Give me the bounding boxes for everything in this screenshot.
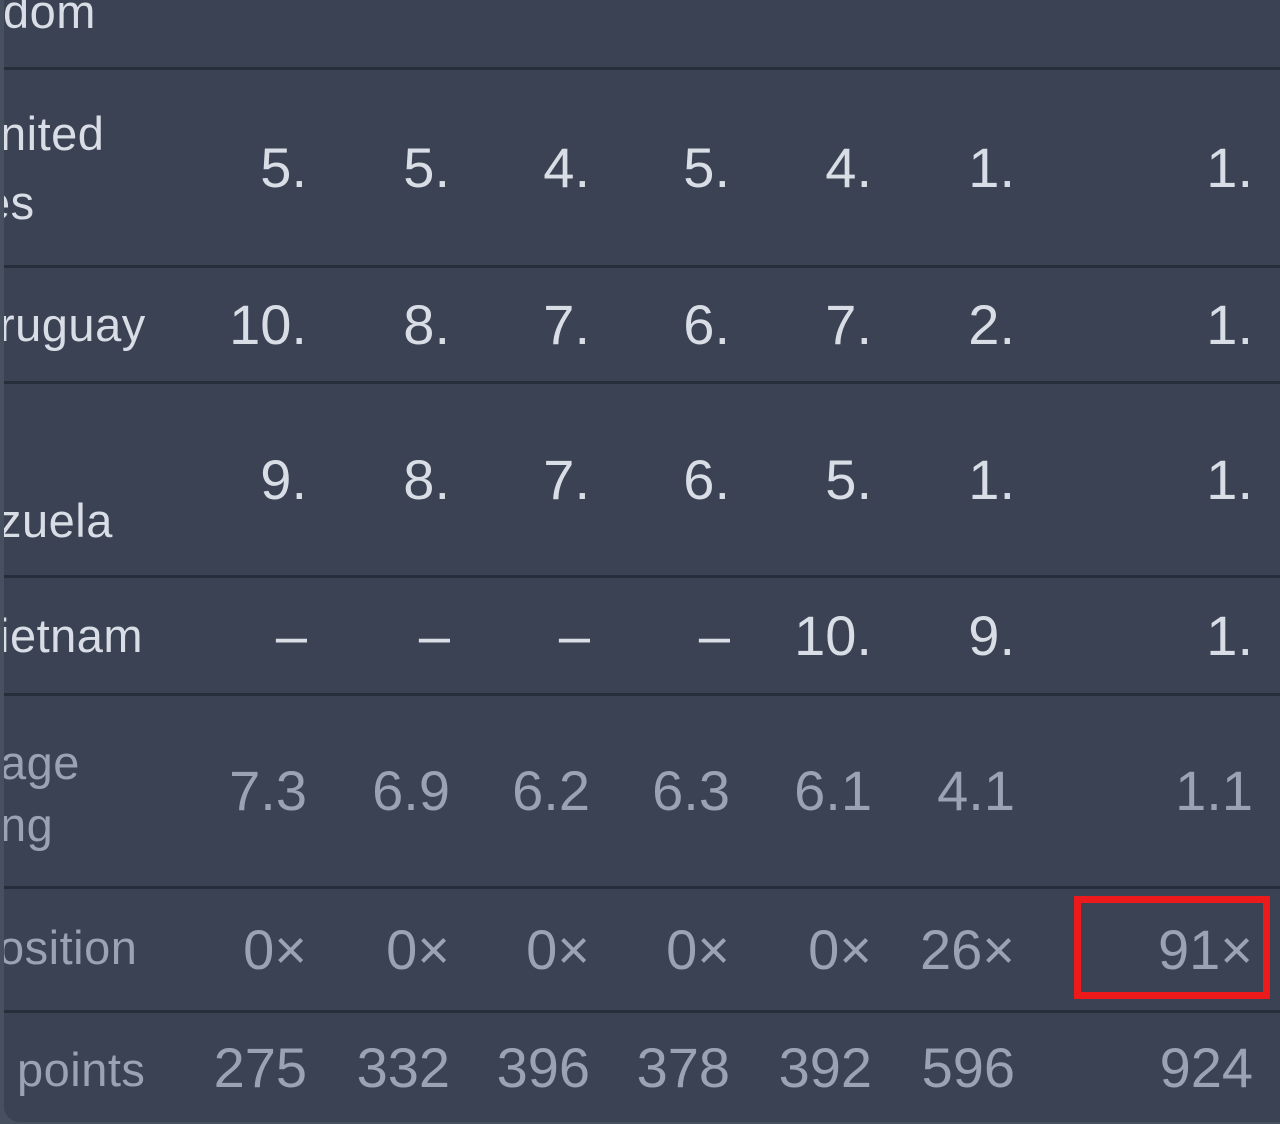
- rank-cell: 1.: [1206, 135, 1253, 199]
- results-table: dom nited es 5. 5. 4. 5. 4. 1. 1. ruguay…: [4, 0, 1280, 1122]
- points-cell: 596: [921, 1035, 1015, 1099]
- average-cell: 6.9: [372, 759, 450, 822]
- position-count-cell: 0×: [666, 917, 730, 981]
- rank-cell: 5.: [683, 135, 730, 199]
- average-cell: 6.3: [652, 759, 730, 822]
- summary-label-fragment: ng: [4, 798, 54, 851]
- rank-cell: 1.: [1206, 447, 1253, 511]
- average-cell: 4.1: [937, 759, 1015, 822]
- rank-cell: 5.: [260, 135, 307, 199]
- position-count-cell: 0×: [808, 917, 872, 981]
- country-label-fragment: nited: [4, 107, 105, 160]
- row-average-ranking: age ng 7.3 6.9 6.2 6.3 6.1 4.1 1.1: [4, 693, 1280, 886]
- rank-cell: –: [558, 603, 590, 667]
- position-count-cell: 0×: [386, 917, 450, 981]
- rank-cell: 10.: [229, 292, 307, 356]
- country-label-fragment: zuela: [4, 494, 113, 547]
- rank-cell: 1.: [1206, 292, 1253, 356]
- rank-cell: 7.: [543, 292, 590, 356]
- points-cell: 332: [356, 1035, 450, 1099]
- points-cell: 392: [778, 1035, 872, 1099]
- rank-cell: 9.: [260, 447, 307, 511]
- rank-cell: 4.: [825, 135, 872, 199]
- country-label-fragment: dom: [4, 0, 96, 38]
- summary-label-fragment: osition: [4, 921, 138, 974]
- row-venezuela: zuela 9. 8. 7. 6. 5. 1. 1.: [4, 381, 1280, 575]
- highlighted-rank-cell: 91×: [1158, 917, 1253, 981]
- country-label-fragment: ietnam: [4, 609, 144, 662]
- country-label-fragment: ruguay: [4, 298, 146, 351]
- row-united-kingdom: dom: [4, 0, 1280, 67]
- rank-cell: –: [418, 603, 450, 667]
- position-count-cell: 0×: [243, 917, 307, 981]
- rank-cell: 2.: [968, 292, 1015, 356]
- rank-cell: 1.: [968, 135, 1015, 199]
- rank-cell: 10.: [794, 603, 872, 667]
- rank-cell: 8.: [403, 292, 450, 356]
- rank-cell: 9.: [968, 603, 1015, 667]
- rank-cell: 6.: [683, 292, 730, 356]
- average-cell: 7.3: [229, 759, 307, 822]
- points-cell: 275: [213, 1035, 307, 1099]
- rank-cell: 8.: [403, 447, 450, 511]
- points-cell: 396: [496, 1035, 590, 1099]
- rank-cell: 1.: [1206, 603, 1253, 667]
- row-position-count: osition 0× 0× 0× 0× 0× 26× 91×: [4, 886, 1280, 1010]
- row-total-points: points 275 332 396 378 392 596 924: [4, 1010, 1280, 1122]
- rank-cell: 5.: [403, 135, 450, 199]
- average-cell: 6.2: [512, 759, 590, 822]
- position-count-cell: 26×: [920, 917, 1015, 981]
- points-cell: 924: [1159, 1035, 1253, 1099]
- rank-cell: 7.: [825, 292, 872, 356]
- average-cell: 6.1: [794, 759, 872, 822]
- rank-cell: –: [698, 603, 730, 667]
- average-cell: 1.1: [1175, 759, 1253, 822]
- rank-cell: 7.: [543, 447, 590, 511]
- row-united-states: nited es 5. 5. 4. 5. 4. 1. 1.: [4, 67, 1280, 265]
- rank-cell: 6.: [683, 447, 730, 511]
- position-count-cell: 0×: [526, 917, 590, 981]
- points-cell: 378: [636, 1035, 730, 1099]
- row-uruguay: ruguay 10. 8. 7. 6. 7. 2. 1.: [4, 265, 1280, 381]
- rank-cell: –: [275, 603, 307, 667]
- rank-cell: 4.: [543, 135, 590, 199]
- row-vietnam: ietnam – – – – 10. 9. 1.: [4, 575, 1280, 693]
- rank-cell: 1.: [968, 447, 1015, 511]
- rank-cell: 5.: [825, 447, 872, 511]
- summary-label-fragment: points: [17, 1043, 146, 1096]
- summary-label-fragment: age: [4, 736, 80, 789]
- highlight-box: [1074, 896, 1270, 999]
- country-label-fragment: es: [4, 176, 35, 229]
